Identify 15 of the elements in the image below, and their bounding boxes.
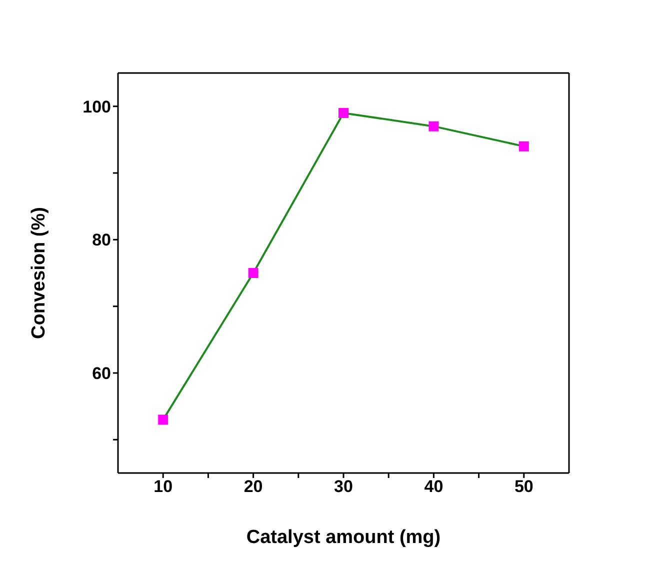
y-tick-label: 60 (92, 364, 111, 384)
x-tick-label: 20 (244, 477, 263, 496)
y-axis-title: Convesion (%) (28, 207, 50, 339)
x-tick-label: 40 (424, 477, 444, 496)
y-tick-label: 100 (82, 97, 111, 116)
point (158, 414, 168, 425)
y-tick-label: 80 (92, 230, 111, 250)
point (518, 141, 529, 152)
point (428, 121, 439, 132)
point (248, 268, 258, 278)
x-axis-title: Catalyst amount (mg) (246, 527, 441, 548)
x-tick-label: 50 (514, 477, 534, 496)
x-tick-label: 10 (154, 477, 173, 496)
x-tick-label: 30 (334, 477, 353, 496)
point (338, 108, 348, 118)
